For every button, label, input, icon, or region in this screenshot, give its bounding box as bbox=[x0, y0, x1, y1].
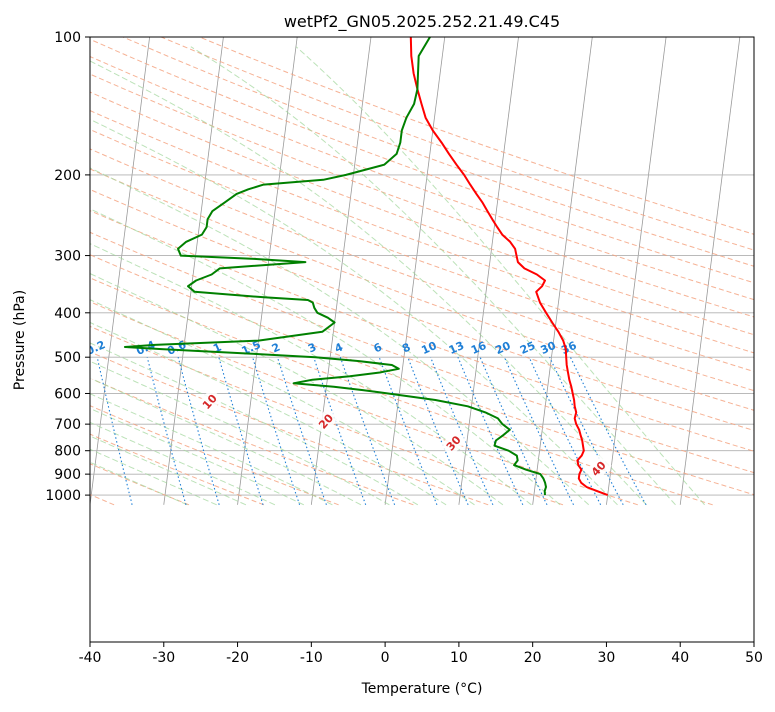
x-tick-label: 50 bbox=[745, 650, 763, 666]
x-tick-label: 0 bbox=[381, 650, 390, 666]
y-tick-label: 400 bbox=[54, 306, 81, 322]
y-tick-label: 1000 bbox=[45, 488, 81, 504]
x-tick-label: 30 bbox=[598, 650, 616, 666]
y-tick-label: 800 bbox=[54, 444, 81, 460]
x-tick-label: -40 bbox=[79, 650, 102, 666]
x-tick-label: -20 bbox=[226, 650, 249, 666]
x-tick-label: -30 bbox=[152, 650, 175, 666]
chart-title: wetPf2_GN05.2025.252.21.49.C45 bbox=[284, 12, 560, 32]
y-tick-label: 700 bbox=[54, 417, 81, 433]
y-tick-label: 600 bbox=[54, 386, 81, 402]
y-tick-label: 100 bbox=[54, 30, 81, 46]
x-tick-label: 40 bbox=[671, 650, 689, 666]
y-tick-label: 200 bbox=[54, 168, 81, 184]
y-tick-label: 300 bbox=[54, 249, 81, 265]
y-tick-label: 900 bbox=[54, 467, 81, 483]
x-tick-label: 20 bbox=[524, 650, 542, 666]
x-tick-label: 10 bbox=[450, 650, 468, 666]
y-axis-label: Pressure (hPa) bbox=[12, 290, 28, 390]
x-tick-label: -10 bbox=[300, 650, 323, 666]
y-tick-label: 500 bbox=[54, 350, 81, 366]
x-axis-label: Temperature (°C) bbox=[361, 681, 483, 697]
